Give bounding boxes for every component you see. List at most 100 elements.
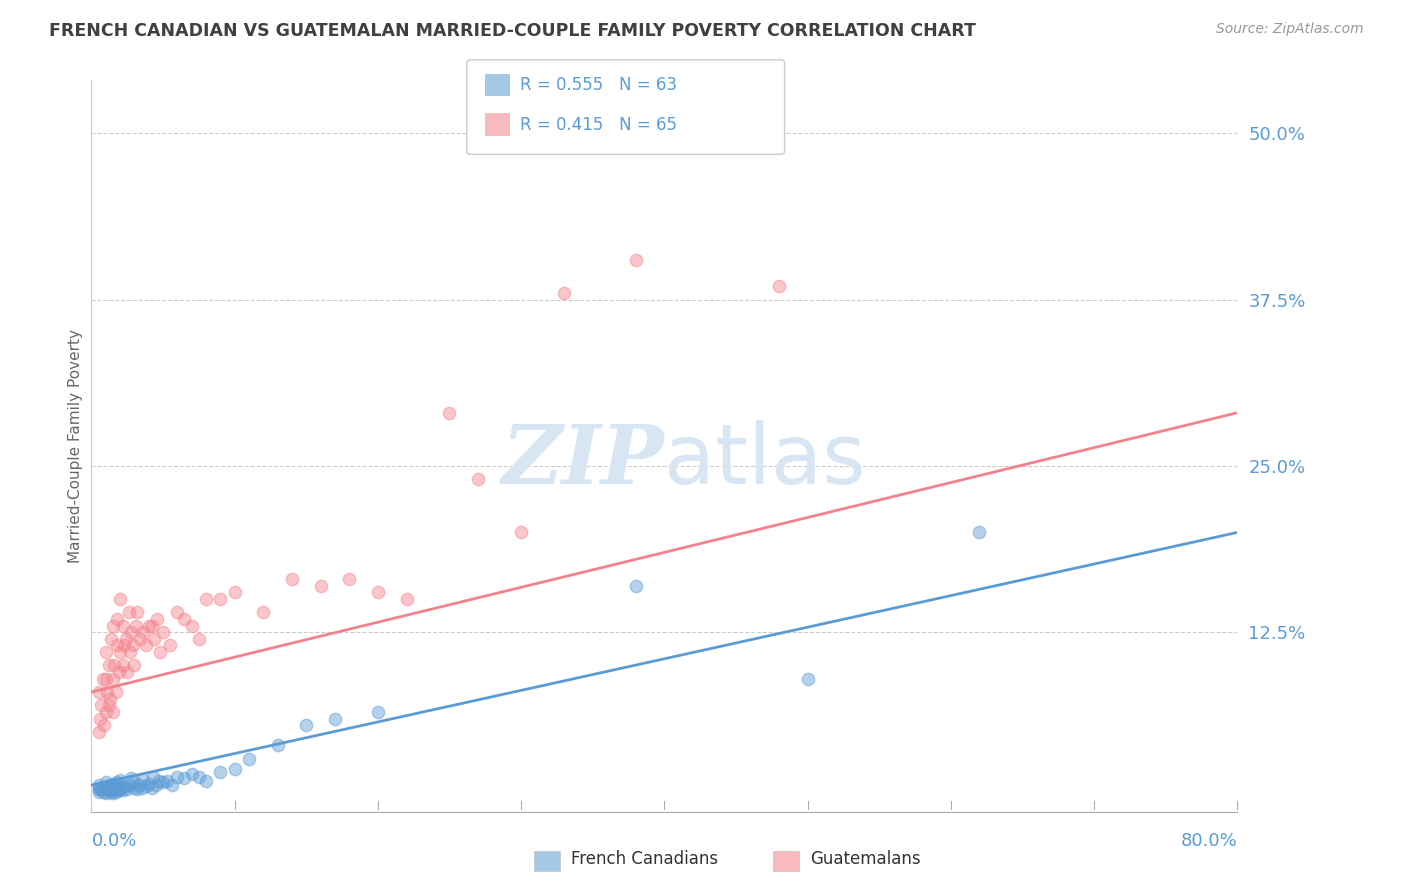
Point	[94, 645, 117, 659]
Point	[209, 764, 232, 779]
Text: 80.0%: 80.0%	[1181, 831, 1237, 850]
Point	[101, 777, 124, 791]
Point	[121, 625, 143, 640]
Point	[105, 612, 128, 626]
Point	[98, 782, 121, 797]
Text: atlas: atlas	[664, 420, 866, 501]
Point	[138, 618, 160, 632]
Point	[122, 639, 145, 653]
Point	[309, 579, 332, 593]
Point	[93, 785, 115, 799]
Point	[115, 782, 138, 797]
Point	[120, 645, 142, 659]
Point	[467, 472, 489, 486]
Point	[105, 780, 128, 795]
Point	[796, 672, 818, 686]
Text: R = 0.415   N = 65: R = 0.415 N = 65	[520, 116, 678, 134]
Point	[128, 778, 150, 792]
Point	[132, 772, 155, 787]
Point	[337, 572, 360, 586]
Point	[553, 286, 575, 301]
Point	[160, 778, 183, 792]
Point	[166, 770, 188, 784]
Point	[91, 780, 114, 795]
Point	[111, 658, 134, 673]
Point	[107, 783, 129, 797]
Point	[108, 772, 131, 787]
Point	[266, 738, 288, 752]
Point	[141, 780, 163, 795]
Text: 0.0%: 0.0%	[91, 831, 136, 850]
Point	[97, 658, 120, 673]
Point	[87, 778, 110, 792]
Point	[112, 639, 135, 653]
Point	[120, 778, 142, 792]
Text: Guatemalans: Guatemalans	[810, 850, 921, 868]
Point	[94, 775, 117, 789]
Point	[252, 605, 274, 619]
Point	[439, 406, 461, 420]
Point	[93, 718, 115, 732]
Point	[98, 691, 121, 706]
Point	[97, 783, 120, 797]
Point	[87, 785, 110, 799]
Point	[111, 618, 134, 632]
Point	[94, 786, 117, 800]
Point	[135, 639, 157, 653]
Point	[105, 775, 128, 789]
Point	[141, 618, 163, 632]
Point	[129, 632, 152, 646]
Point	[125, 618, 148, 632]
Point	[187, 770, 209, 784]
Point	[89, 712, 111, 726]
Point	[96, 685, 118, 699]
Point	[112, 780, 135, 794]
Text: FRENCH CANADIAN VS GUATEMALAN MARRIED-COUPLE FAMILY POVERTY CORRELATION CHART: FRENCH CANADIAN VS GUATEMALAN MARRIED-CO…	[49, 22, 976, 40]
Point	[124, 775, 146, 789]
Point	[969, 525, 991, 540]
Point	[156, 774, 179, 789]
Point	[111, 783, 134, 797]
Point	[114, 632, 136, 646]
Point	[148, 774, 170, 789]
Point	[124, 780, 146, 795]
Point	[100, 632, 122, 646]
Point	[100, 785, 122, 799]
Point	[87, 725, 110, 739]
Point	[105, 639, 128, 653]
Point	[107, 665, 129, 679]
Point	[91, 672, 114, 686]
Point	[87, 685, 110, 699]
Point	[97, 778, 120, 792]
Point	[224, 762, 246, 776]
Y-axis label: Married-Couple Family Poverty: Married-Couple Family Poverty	[67, 329, 83, 563]
Point	[124, 658, 146, 673]
Point	[103, 780, 125, 794]
Text: ZIP: ZIP	[502, 421, 664, 500]
Point	[101, 782, 124, 797]
Point	[187, 632, 209, 646]
Point	[101, 618, 124, 632]
Point	[97, 698, 120, 713]
Point	[180, 618, 202, 632]
Point	[238, 751, 260, 765]
Point	[115, 665, 138, 679]
Point	[323, 712, 346, 726]
Point	[194, 591, 217, 606]
Point	[395, 591, 418, 606]
Point	[194, 774, 217, 789]
Point	[145, 778, 167, 792]
Point	[142, 770, 165, 784]
Point	[166, 605, 188, 619]
Point	[367, 705, 389, 719]
Point	[209, 591, 232, 606]
Point	[180, 767, 202, 781]
Point	[103, 783, 125, 797]
Point	[159, 639, 181, 653]
Point	[94, 705, 117, 719]
Point	[143, 632, 166, 646]
Point	[103, 658, 125, 673]
Point	[138, 777, 160, 791]
Point	[110, 780, 132, 795]
Point	[101, 705, 124, 719]
